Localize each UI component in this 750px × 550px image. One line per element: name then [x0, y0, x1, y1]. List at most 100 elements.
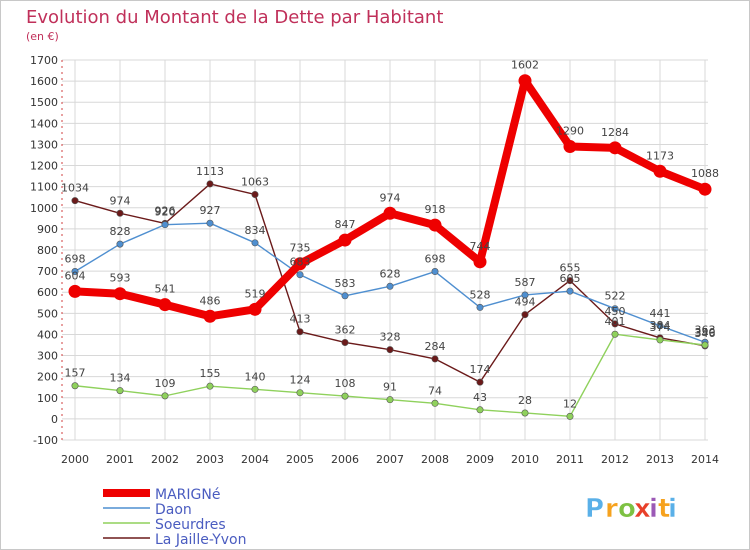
y-tick-label: 1000 [30, 202, 58, 215]
data-label: 698 [65, 253, 86, 266]
y-tick-label: 400 [37, 328, 58, 341]
y-tick-label: -100 [33, 434, 58, 447]
data-label: 346 [695, 327, 716, 340]
data-point [653, 164, 667, 178]
data-point [296, 389, 304, 397]
y-tick-label: 800 [37, 244, 58, 257]
data-point [293, 257, 307, 271]
data-label: 108 [335, 377, 356, 390]
y-tick-label: 1600 [30, 75, 58, 88]
data-point [476, 378, 484, 386]
logo-letter: t [658, 494, 670, 524]
data-point [296, 328, 304, 336]
logo-letter: i [649, 494, 658, 524]
data-point [161, 392, 169, 400]
y-tick-label: 700 [37, 265, 58, 278]
data-label: 1063 [241, 175, 269, 188]
data-point [431, 355, 439, 363]
data-point [248, 302, 262, 316]
logo-letter: r [605, 494, 618, 524]
data-point [206, 219, 214, 227]
data-point [476, 406, 484, 414]
data-point [203, 309, 217, 323]
x-tick-label: 2010 [511, 453, 539, 466]
data-point [566, 287, 574, 295]
y-tick-label: 200 [37, 371, 58, 384]
x-tick-label: 2008 [421, 453, 449, 466]
data-label: 174 [470, 363, 491, 376]
data-label: 486 [200, 294, 221, 307]
y-tick-label: 600 [37, 286, 58, 299]
data-label: 522 [605, 290, 626, 303]
data-point [431, 399, 439, 407]
chart-subtitle: (en €) [26, 30, 59, 43]
data-point [113, 287, 127, 301]
data-label: 927 [200, 204, 221, 217]
data-label: 918 [425, 203, 446, 216]
data-label: 655 [560, 262, 581, 275]
data-label: 828 [110, 225, 131, 238]
data-point [521, 409, 529, 417]
logo-letter: i [668, 494, 677, 524]
data-label: 593 [110, 272, 131, 285]
data-point [611, 320, 619, 328]
y-tick-label: 1100 [30, 181, 58, 194]
data-label: 450 [605, 305, 626, 318]
data-label: 74 [428, 384, 442, 397]
x-tick-label: 2006 [331, 453, 359, 466]
x-tick-label: 2011 [556, 453, 584, 466]
data-label: 1602 [511, 59, 539, 72]
data-point [611, 330, 619, 338]
data-label: 140 [245, 370, 266, 383]
data-label: 920 [155, 206, 176, 219]
data-point [341, 392, 349, 400]
y-tick-label: 1300 [30, 138, 58, 151]
y-tick-label: 100 [37, 392, 58, 405]
data-label: 109 [155, 377, 176, 390]
data-label: 12 [563, 397, 577, 410]
data-label: 519 [245, 287, 266, 300]
x-tick-label: 2009 [466, 453, 494, 466]
data-point [68, 284, 82, 298]
x-tick-label: 2000 [61, 453, 89, 466]
data-label: 441 [650, 307, 671, 320]
data-point [338, 233, 352, 247]
logo-letter: x [634, 494, 651, 524]
data-labels: 604 593 541 486 519 735 847 974 918 744 1602 1290 12… [61, 59, 719, 411]
data-point [341, 338, 349, 346]
data-label: 974 [110, 194, 131, 207]
data-label: 363 [695, 323, 716, 336]
data-point [251, 190, 259, 198]
data-label: 384 [650, 319, 671, 332]
data-label: 583 [335, 277, 356, 290]
grid [62, 59, 708, 441]
x-tick-label: 2004 [241, 453, 269, 466]
data-label: 974 [380, 191, 401, 204]
data-point [698, 182, 712, 196]
data-point [608, 141, 622, 155]
data-label: 698 [425, 253, 446, 266]
data-point [566, 277, 574, 285]
data-label: 28 [518, 394, 532, 407]
data-label: 528 [470, 288, 491, 301]
data-point [473, 255, 487, 269]
logo-letter: o [618, 494, 636, 524]
data-point [518, 74, 532, 88]
data-label: 362 [335, 323, 356, 336]
data-label: 628 [380, 267, 401, 280]
legend-label: Daon [155, 502, 192, 518]
data-label: 605 [560, 272, 581, 285]
data-point [566, 412, 574, 420]
data-point [116, 240, 124, 248]
y-tick-label: 1200 [30, 160, 58, 173]
data-label: 134 [110, 372, 131, 385]
data-point [116, 387, 124, 395]
data-label: 1284 [601, 126, 629, 139]
data-point [341, 292, 349, 300]
legend-label: MARIGNé [155, 487, 220, 503]
y-tick-label: 500 [37, 307, 58, 320]
data-label: 1034 [61, 182, 89, 195]
y-tick-label: 1500 [30, 96, 58, 109]
